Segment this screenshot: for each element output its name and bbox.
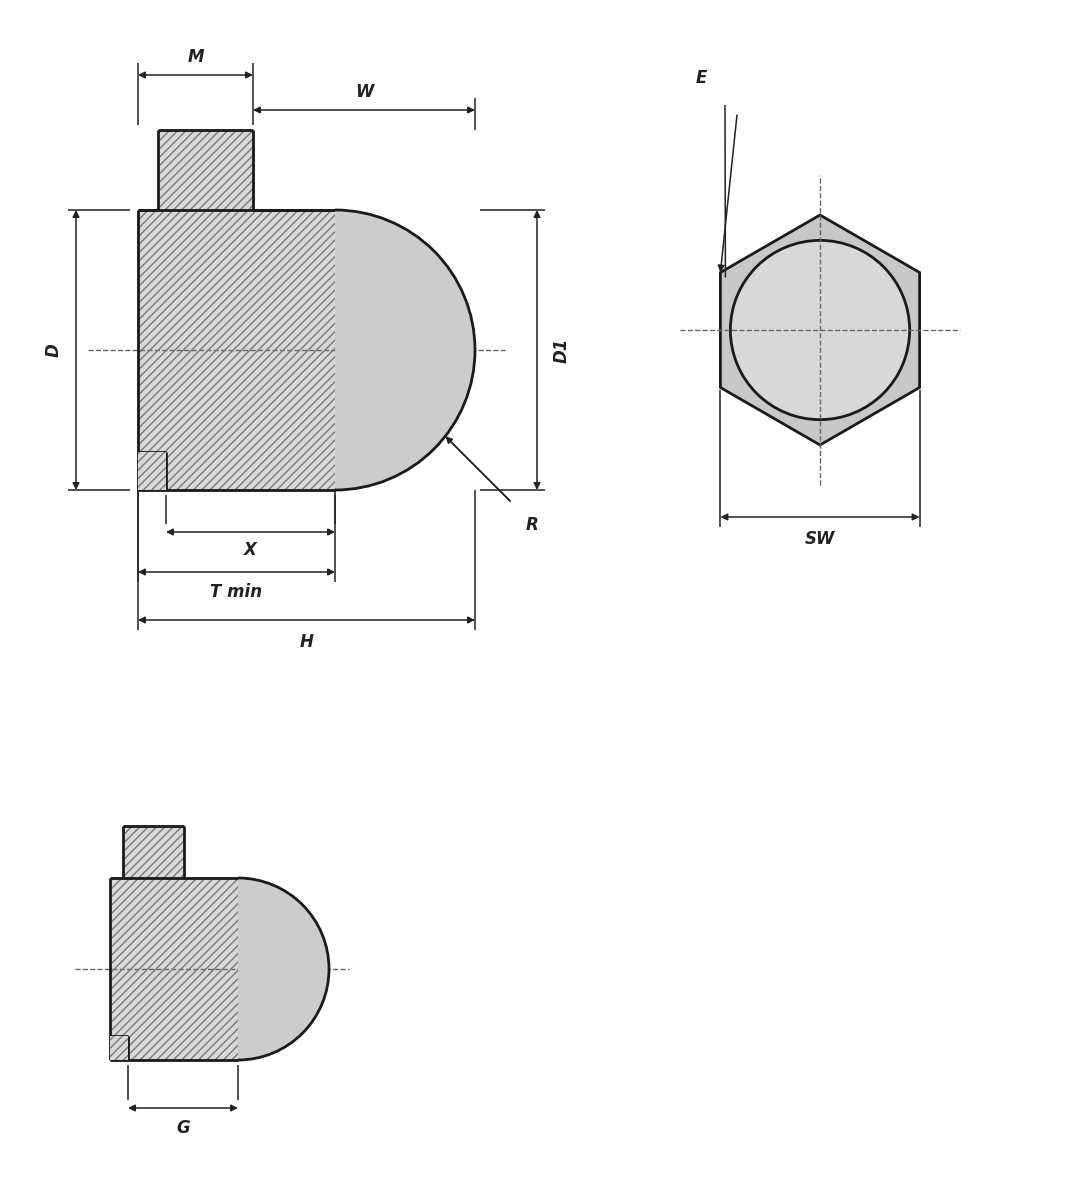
Text: M: M: [187, 48, 204, 66]
Polygon shape: [110, 1036, 128, 1060]
Polygon shape: [238, 878, 329, 1060]
Polygon shape: [138, 210, 475, 490]
Text: E: E: [696, 68, 707, 86]
Text: D: D: [45, 343, 63, 356]
Text: H: H: [300, 634, 314, 650]
Text: D1: D1: [553, 337, 571, 362]
Text: SW: SW: [805, 530, 835, 548]
Polygon shape: [110, 878, 329, 1060]
Polygon shape: [335, 210, 475, 490]
Polygon shape: [720, 215, 919, 445]
Text: G: G: [176, 1118, 190, 1138]
Text: W: W: [355, 83, 373, 101]
Text: T min: T min: [211, 583, 262, 601]
Polygon shape: [123, 826, 184, 878]
Polygon shape: [158, 130, 253, 210]
Polygon shape: [138, 452, 166, 490]
Text: R: R: [526, 516, 539, 534]
Circle shape: [730, 240, 909, 420]
Text: X: X: [244, 541, 257, 559]
